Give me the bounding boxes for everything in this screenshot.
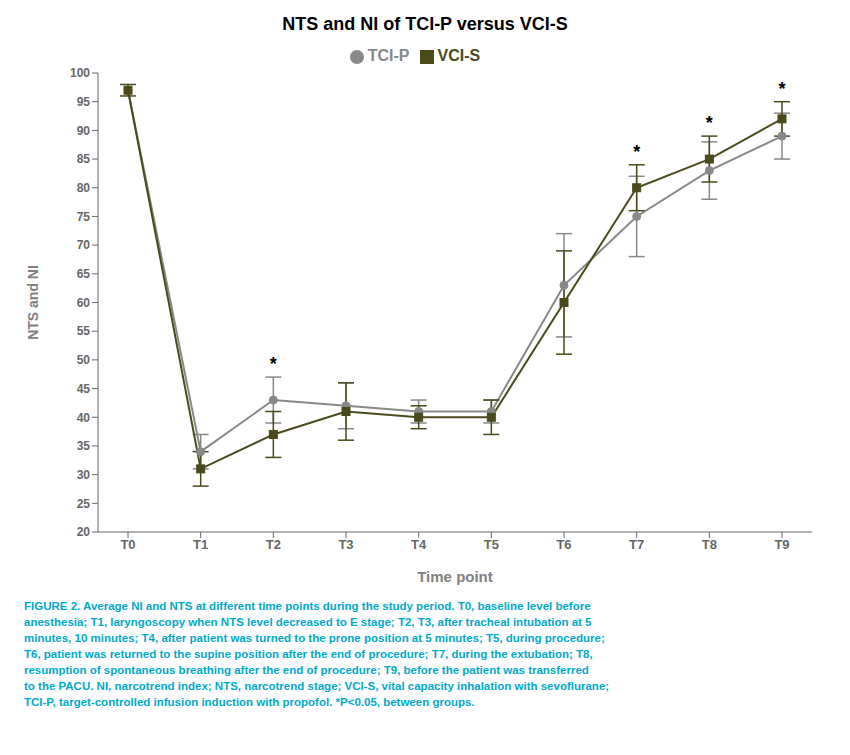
svg-text:100: 100 [70, 66, 90, 80]
html-text:TCI-P: TCI-P [367, 47, 410, 64]
svg-text:Time point: Time point [417, 568, 493, 585]
svg-text:40: 40 [77, 411, 91, 425]
svg-text:95: 95 [77, 95, 91, 109]
html-text:anesthesia; T1, laryngoscopy w: anesthesia; T1, laryngoscopy when NTS le… [24, 616, 592, 628]
svg-text:80: 80 [77, 181, 91, 195]
svg-text:85: 85 [77, 152, 91, 166]
svg-text:T2: T2 [266, 537, 281, 552]
svg-text:*: * [270, 354, 277, 374]
svg-text:60: 60 [77, 296, 91, 310]
html-text:FIGURE 2. Average NI and NTS a: FIGURE 2. Average NI and NTS at differen… [24, 600, 591, 612]
svg-text:NTS and NI: NTS and NI [25, 265, 41, 340]
svg-text:*: * [633, 142, 640, 162]
svg-text:T4: T4 [411, 537, 427, 552]
svg-text:T7: T7 [629, 537, 644, 552]
svg-text:50: 50 [77, 353, 91, 367]
svg-text:T9: T9 [774, 537, 789, 552]
svg-text:25: 25 [77, 497, 91, 511]
svg-text:T8: T8 [702, 537, 717, 552]
svg-text:T0: T0 [120, 537, 135, 552]
html-text:to the PACU. NI, narcotrend in: to the PACU. NI, narcotrend index; NTS, … [24, 680, 610, 692]
svg-text:T3: T3 [338, 537, 353, 552]
svg-text:30: 30 [77, 468, 91, 482]
svg-text:75: 75 [77, 210, 91, 224]
svg-text:T1: T1 [193, 537, 208, 552]
svg-text:35: 35 [77, 439, 91, 453]
svg-text:*: * [778, 79, 785, 99]
html-text:NTS and NI of TCI-P versus VCI: NTS and NI of TCI-P versus VCI-S [282, 14, 568, 34]
svg-text:T5: T5 [484, 537, 499, 552]
svg-text:70: 70 [77, 238, 91, 252]
svg-text:T6: T6 [556, 537, 571, 552]
html-text:resumption of spontaneous brea: resumption of spontaneous breathing afte… [24, 664, 589, 676]
svg-text:90: 90 [77, 124, 91, 138]
svg-text:45: 45 [77, 382, 91, 396]
svg-text:20: 20 [77, 525, 91, 539]
html-text:T6, patient was returned to th: T6, patient was returned to the supine p… [24, 648, 593, 660]
html-text:TCI-P, target-controlled infus: TCI-P, target-controlled infusion induct… [24, 696, 475, 708]
svg-text:*: * [706, 113, 713, 133]
html-text:VCI-S: VCI-S [437, 47, 481, 64]
html-text:minutes, 10 minutes; T4, after: minutes, 10 minutes; T4, after patient w… [24, 632, 605, 644]
svg-text:65: 65 [77, 267, 91, 281]
svg-text:55: 55 [77, 324, 91, 338]
